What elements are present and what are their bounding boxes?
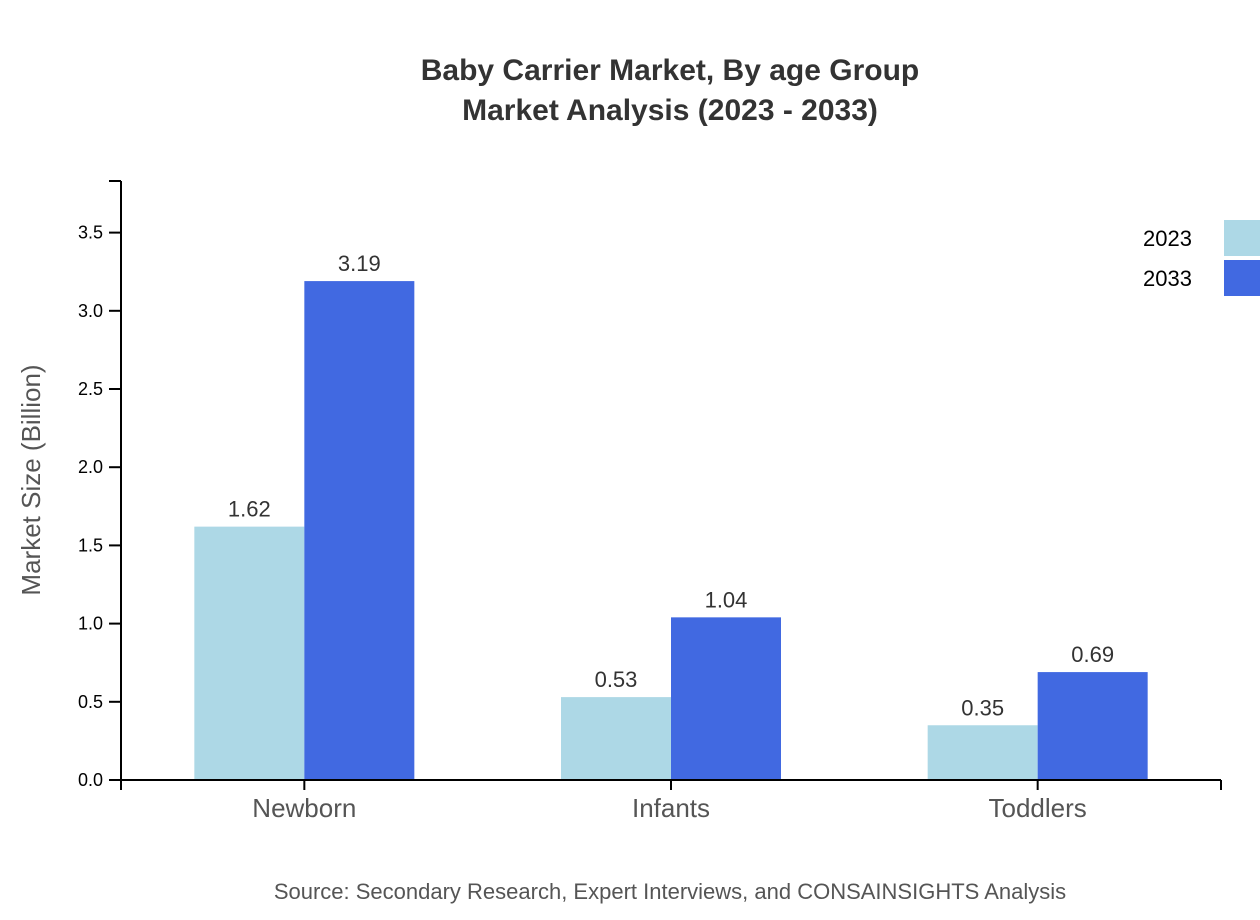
axes-group: Newborn Infants Toddlers 0.0 0.5 1.0 1.5 2.0 2.5…: [78, 180, 1222, 823]
y-tick-label: 0.5: [78, 692, 103, 712]
legend: 2023 2033: [1143, 220, 1260, 296]
bar-newborn-2023: [194, 526, 305, 780]
legend-swatch-2023: [1224, 220, 1260, 256]
x-tick-label: Toddlers: [989, 793, 1087, 823]
y-axis-label: Market Size (Billion): [16, 364, 46, 595]
legend-label: 2023: [1143, 226, 1192, 251]
data-label: 0.69: [1071, 642, 1114, 667]
data-label: 3.19: [338, 251, 381, 276]
bar-toddlers-2033: [1037, 672, 1148, 780]
x-tick-label: Newborn: [252, 793, 356, 823]
y-tick-label: 2.5: [78, 379, 103, 399]
y-tick-label: 1.0: [78, 614, 103, 634]
chart-title: Baby Carrier Market, By age Group: [421, 54, 920, 87]
data-label: 1.62: [228, 497, 271, 522]
y-tick-label: 0.0: [78, 770, 103, 790]
source-note: Source: Secondary Research, Expert Inter…: [274, 879, 1066, 904]
x-tick-label: Infants: [632, 793, 710, 823]
bar-toddlers-2023: [927, 725, 1038, 780]
y-tick-label: 2.0: [78, 457, 103, 477]
bar-newborn-2033: [304, 281, 415, 780]
y-tick-label: 3.5: [78, 223, 103, 243]
y-tick-label: 3.0: [78, 301, 103, 321]
bar-infants-2023: [561, 697, 671, 780]
bar-infants-2033: [671, 617, 781, 780]
data-label: 1.04: [705, 587, 748, 612]
data-label: 0.35: [961, 695, 1004, 720]
legend-label: 2033: [1143, 266, 1192, 291]
data-label: 0.53: [595, 667, 638, 692]
legend-swatch-2033: [1224, 260, 1260, 296]
chart-subtitle: Market Analysis (2023 - 2033): [462, 94, 878, 127]
y-tick-label: 1.5: [78, 535, 103, 555]
bars-group: 1.62 3.19 0.53 1.04 0.35 0.69: [194, 251, 1148, 780]
